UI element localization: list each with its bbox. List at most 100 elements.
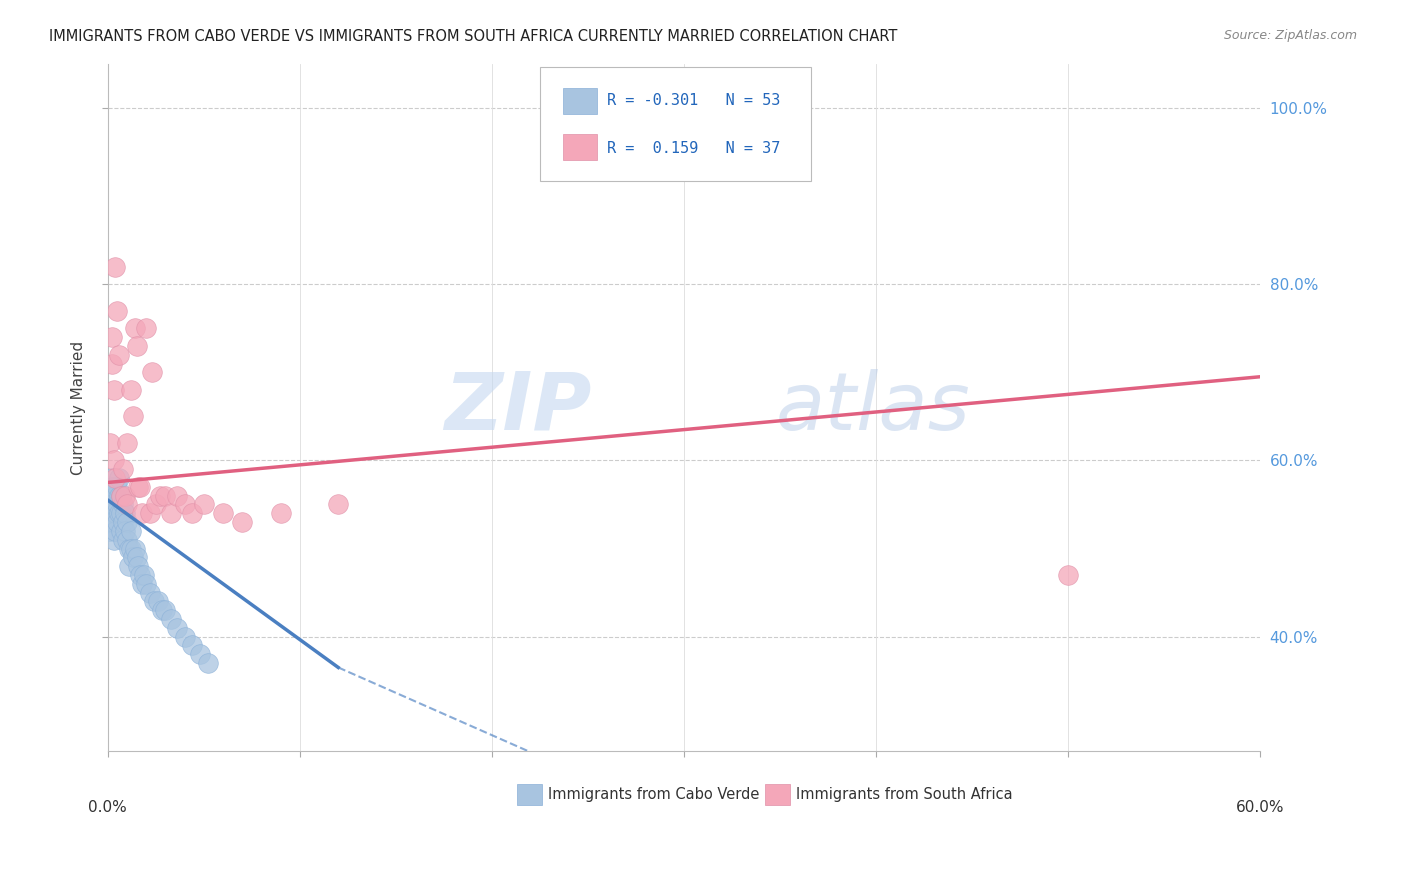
Point bbox=[115, 498, 138, 512]
Point bbox=[115, 515, 138, 529]
Point bbox=[139, 585, 162, 599]
Text: Immigrants from Cabo Verde: Immigrants from Cabo Verde bbox=[548, 787, 759, 802]
Point bbox=[135, 321, 157, 335]
Point bbox=[155, 489, 177, 503]
Text: Source: ZipAtlas.com: Source: ZipAtlas.com bbox=[1223, 29, 1357, 42]
Point bbox=[173, 630, 195, 644]
Text: Immigrants from South Africa: Immigrants from South Africa bbox=[796, 787, 1012, 802]
Point bbox=[114, 506, 136, 520]
Point bbox=[118, 559, 141, 574]
Text: IMMIGRANTS FROM CABO VERDE VS IMMIGRANTS FROM SOUTH AFRICA CURRENTLY MARRIED COR: IMMIGRANTS FROM CABO VERDE VS IMMIGRANTS… bbox=[49, 29, 897, 44]
Text: 0.0%: 0.0% bbox=[89, 799, 127, 814]
Point bbox=[100, 515, 122, 529]
Point bbox=[142, 594, 165, 608]
Point bbox=[231, 515, 253, 529]
Point bbox=[110, 524, 132, 538]
Point bbox=[100, 471, 122, 485]
Point bbox=[103, 453, 125, 467]
Point bbox=[160, 506, 183, 520]
Point bbox=[98, 506, 121, 520]
Point bbox=[134, 568, 156, 582]
Point bbox=[103, 480, 125, 494]
Point bbox=[125, 339, 148, 353]
Point bbox=[120, 524, 142, 538]
Point bbox=[103, 498, 125, 512]
Point bbox=[160, 612, 183, 626]
Point bbox=[128, 480, 150, 494]
Point bbox=[103, 383, 125, 397]
Point bbox=[128, 559, 150, 574]
Point bbox=[108, 506, 131, 520]
Point bbox=[110, 489, 132, 503]
Point bbox=[108, 348, 131, 362]
Point bbox=[103, 533, 125, 547]
Point bbox=[212, 506, 235, 520]
Point bbox=[114, 524, 136, 538]
Point bbox=[108, 489, 131, 503]
Text: 60.0%: 60.0% bbox=[1236, 799, 1284, 814]
FancyBboxPatch shape bbox=[540, 68, 811, 181]
Text: R =  0.159   N = 37: R = 0.159 N = 37 bbox=[606, 141, 780, 156]
Point bbox=[166, 489, 188, 503]
Y-axis label: Currently Married: Currently Married bbox=[72, 341, 86, 475]
Point bbox=[188, 647, 211, 661]
Point bbox=[112, 515, 135, 529]
Point bbox=[150, 603, 173, 617]
Point bbox=[118, 541, 141, 556]
Point bbox=[104, 471, 127, 485]
Point bbox=[1057, 568, 1080, 582]
Point bbox=[121, 409, 143, 424]
Text: R = -0.301   N = 53: R = -0.301 N = 53 bbox=[606, 93, 780, 108]
Point bbox=[139, 506, 162, 520]
Point bbox=[270, 506, 292, 520]
Point bbox=[110, 489, 132, 503]
Point bbox=[197, 656, 219, 670]
Point bbox=[328, 498, 350, 512]
Point bbox=[103, 515, 125, 529]
Point bbox=[98, 435, 121, 450]
Point bbox=[112, 533, 135, 547]
Point bbox=[181, 639, 204, 653]
Point bbox=[114, 489, 136, 503]
Point bbox=[141, 365, 163, 379]
Bar bbox=[517, 784, 543, 805]
Point bbox=[104, 260, 127, 274]
Bar bbox=[562, 88, 598, 114]
Point bbox=[115, 533, 138, 547]
Bar bbox=[765, 784, 790, 805]
Point bbox=[100, 480, 122, 494]
Point bbox=[115, 435, 138, 450]
Point bbox=[98, 489, 121, 503]
Point bbox=[104, 506, 127, 520]
Point bbox=[181, 506, 204, 520]
Point bbox=[112, 498, 135, 512]
Point bbox=[98, 524, 121, 538]
Point bbox=[166, 621, 188, 635]
Point bbox=[100, 357, 122, 371]
Point bbox=[121, 550, 143, 565]
Point bbox=[105, 515, 128, 529]
Point bbox=[131, 506, 153, 520]
Point bbox=[112, 462, 135, 476]
Bar bbox=[562, 134, 598, 161]
Point bbox=[104, 489, 127, 503]
Point bbox=[105, 303, 128, 318]
Point bbox=[129, 568, 152, 582]
Point bbox=[173, 498, 195, 512]
Point bbox=[131, 576, 153, 591]
Point bbox=[104, 524, 127, 538]
Point bbox=[155, 603, 177, 617]
Point bbox=[110, 506, 132, 520]
Point bbox=[120, 541, 142, 556]
Point bbox=[193, 498, 215, 512]
Point bbox=[100, 498, 122, 512]
Point bbox=[149, 489, 172, 503]
Point bbox=[124, 321, 146, 335]
Point bbox=[146, 594, 169, 608]
Point bbox=[124, 541, 146, 556]
Text: ZIP: ZIP bbox=[444, 368, 592, 447]
Point bbox=[129, 480, 152, 494]
Point bbox=[120, 383, 142, 397]
Text: atlas: atlas bbox=[776, 368, 970, 447]
Point bbox=[108, 471, 131, 485]
